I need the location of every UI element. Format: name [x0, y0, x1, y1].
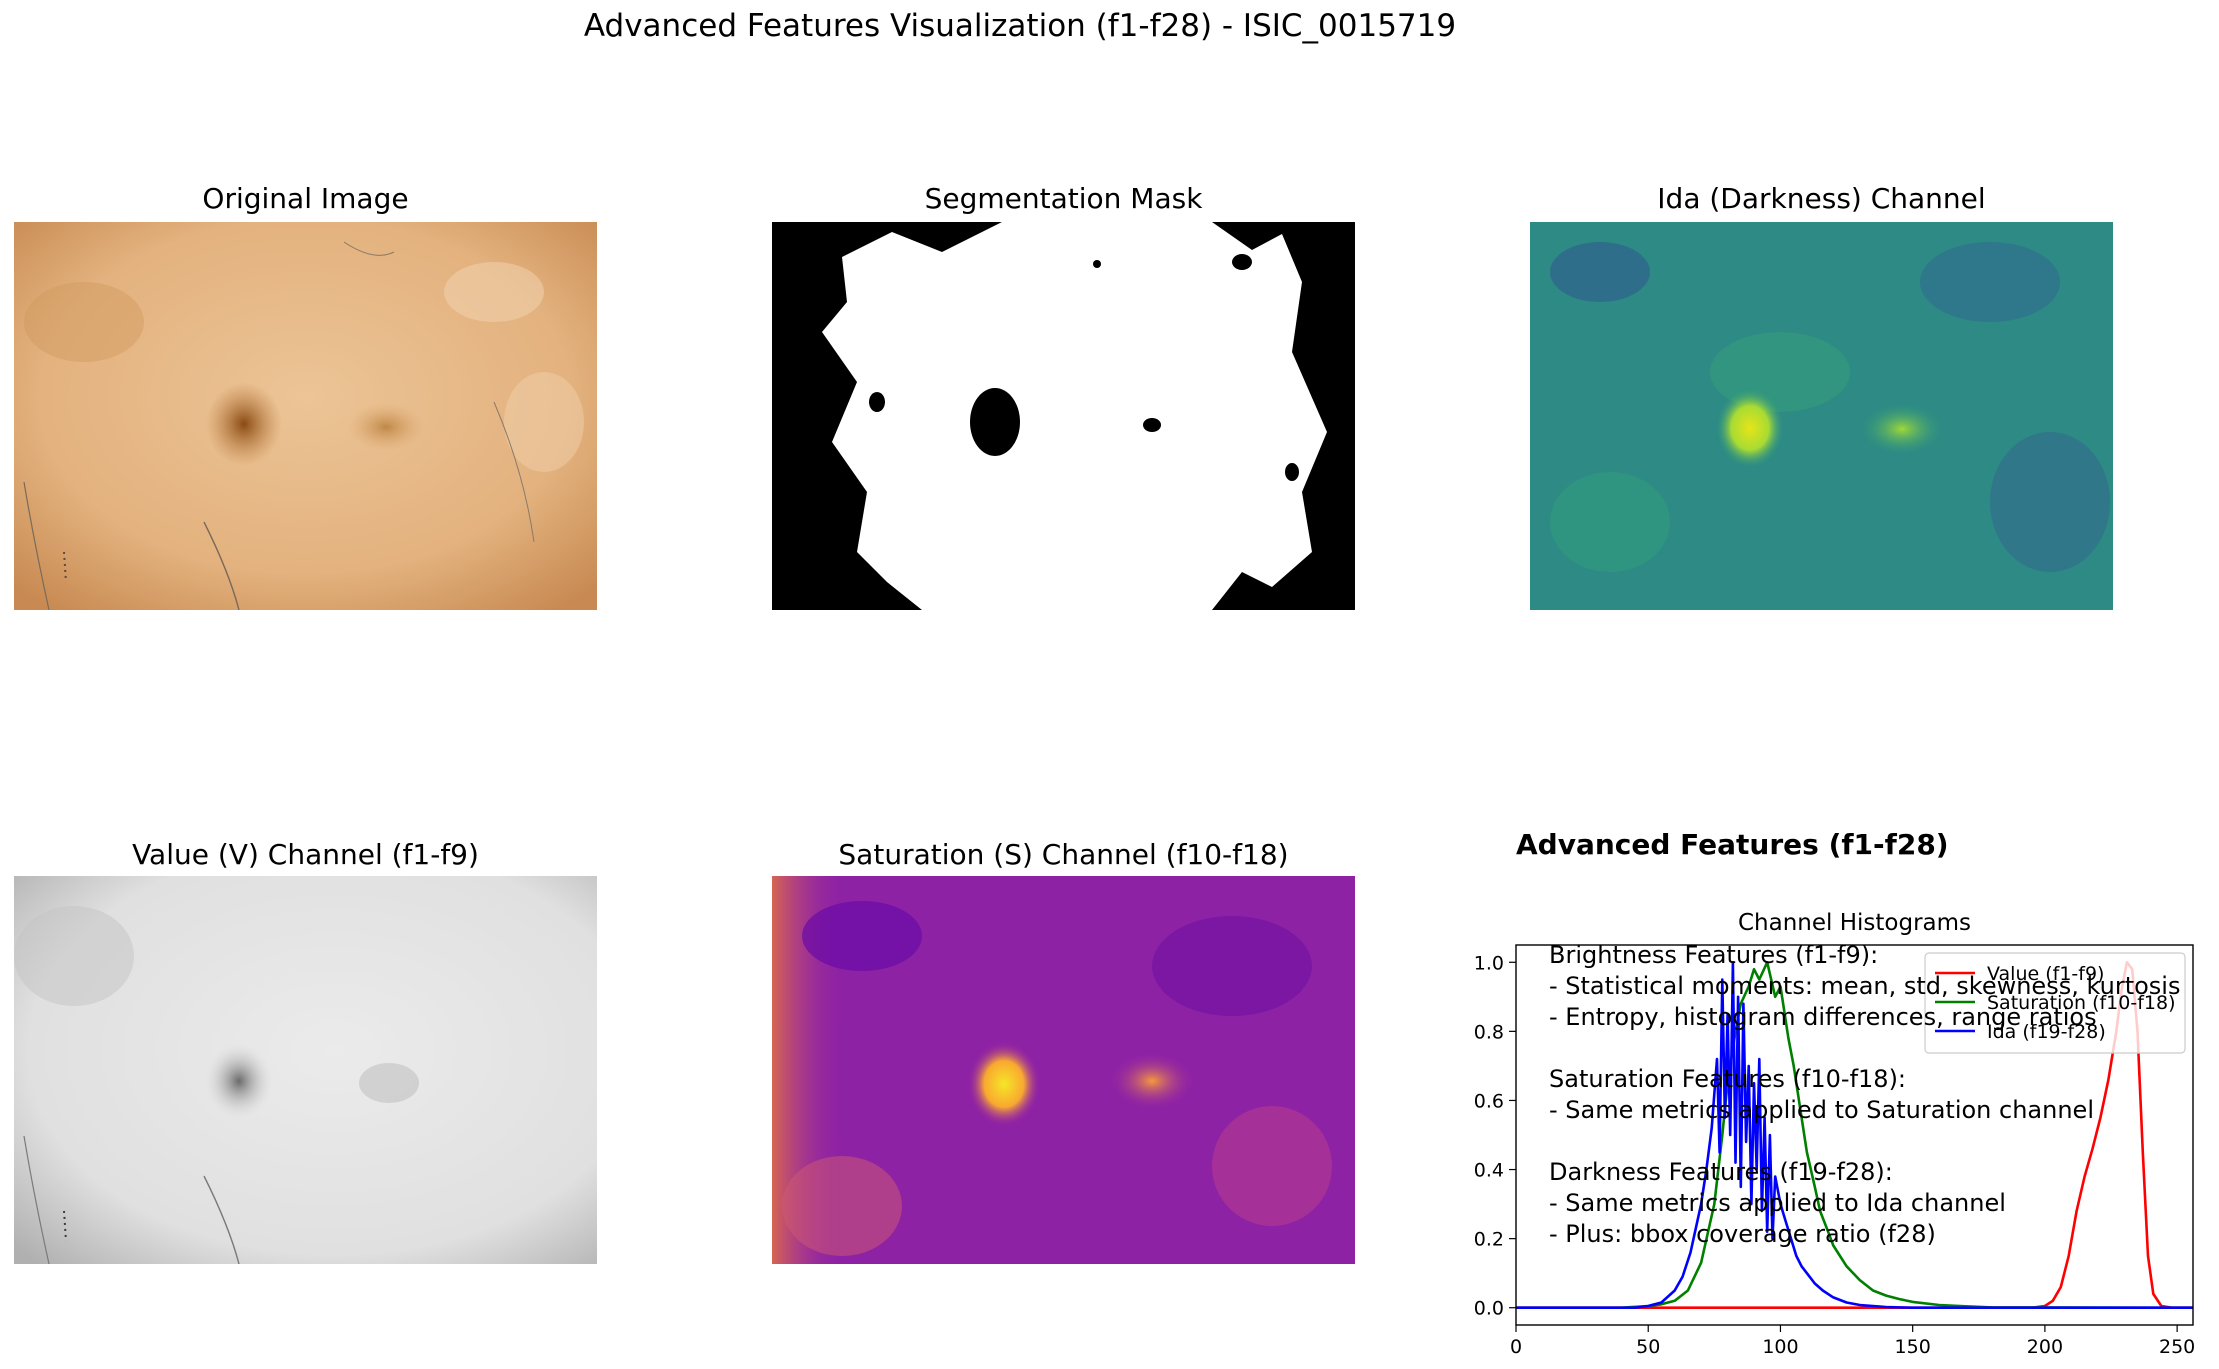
y-tick-label: 0.4 — [1474, 1160, 1504, 1182]
figure-title: Advanced Features Visualization (f1-f28)… — [583, 8, 1457, 44]
y-tick-label: 0.6 — [1474, 1090, 1504, 1112]
panel-title-value: Value (V) Channel (f1-f9) — [132, 838, 479, 871]
panel-title-ida: Ida (Darkness) Channel — [1657, 182, 1986, 215]
panel-title-original: Original Image — [202, 182, 409, 215]
legend-label: Ida (f19-f28) — [1987, 1021, 2106, 1043]
legend-box — [1924, 952, 2186, 1054]
x-tick-label: 200 — [2027, 1336, 2063, 1358]
features-text-line: - Statistical moments: mean, std, skewne… — [1549, 972, 2181, 1000]
features-text-line — [1549, 1126, 2180, 1157]
plot-frame — [1515, 944, 2194, 1326]
features-title: Advanced Features (f1-f28) — [1516, 828, 1949, 861]
legend-label: Saturation (f10-f18) — [1987, 992, 2176, 1014]
value-channel-image — [14, 876, 597, 1264]
features-text-line: Saturation Features (f10-f18): — [1549, 1065, 1907, 1093]
ida-channel-image — [1530, 222, 2113, 610]
x-tick-label: 150 — [1895, 1336, 1931, 1358]
y-tick-label: 1.0 — [1474, 952, 1504, 974]
features-text-line: Darkness Features (f19-f28): — [1549, 1158, 1893, 1186]
legend-label: Value (f1-f9) — [1987, 963, 2104, 985]
x-tick-label: 100 — [1762, 1336, 1798, 1358]
original-image — [14, 222, 597, 610]
panel-title-mask: Segmentation Mask — [924, 182, 1203, 215]
series-line-0 — [1516, 960, 2193, 1309]
y-tick-label: 0.0 — [1474, 1298, 1504, 1320]
x-tick-label: 0 — [1510, 1336, 1522, 1358]
series-line-1 — [1516, 960, 2194, 1309]
features-text-line: - Same metrics applied to Ida channel — [1549, 1189, 2006, 1217]
features-text-line: - Same metrics applied to Saturation cha… — [1549, 1096, 2094, 1124]
y-tick-label: 0.8 — [1474, 1021, 1504, 1043]
panel-title-saturation: Saturation (S) Channel (f10-f18) — [838, 838, 1289, 871]
histogram-title: Channel Histograms — [1737, 910, 1972, 936]
x-tick-label: 250 — [2159, 1336, 2195, 1358]
features-text-line: - Plus: bbox coverage ratio (f28) — [1549, 1220, 1936, 1248]
features-text-line: Brightness Features (f1-f9): — [1549, 941, 1879, 969]
y-tick-label: 0.2 — [1474, 1229, 1504, 1251]
segmentation-mask — [772, 222, 1355, 610]
features-text-line: - Entropy, histogram differences, range … — [1549, 1003, 2097, 1031]
series-line-2 — [1516, 960, 2193, 1309]
features-text: Brightness Features (f1-f9): - Statistica… — [1549, 940, 2180, 1250]
features-text-line — [1549, 1033, 2180, 1064]
saturation-channel-image — [772, 876, 1355, 1264]
x-tick-label: 50 — [1636, 1336, 1660, 1358]
